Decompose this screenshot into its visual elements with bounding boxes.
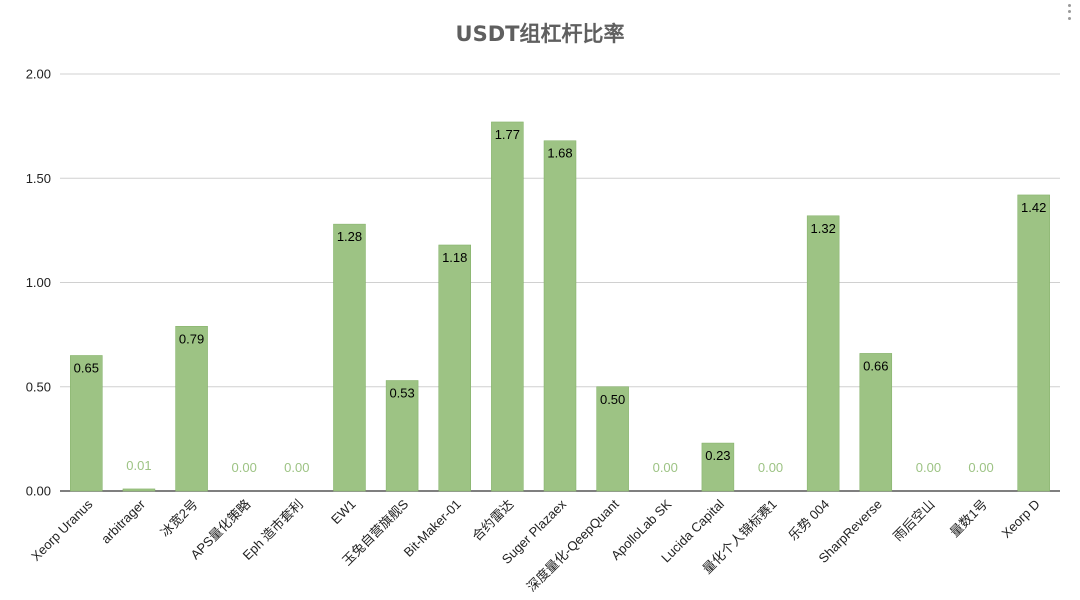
- data-label: 0.00: [653, 460, 678, 475]
- x-tick-label: 乐势 004: [785, 497, 832, 544]
- data-label: 1.32: [811, 221, 836, 236]
- x-tick-label: 深度量化-QeepQuant: [524, 496, 622, 594]
- data-label: 0.00: [968, 460, 993, 475]
- data-labels: 0.65 0.01 0.79 0.00 0.00 1.28 0.53 1.18 1.77 1.68…: [74, 127, 1047, 475]
- y-tick-label: 0.50: [26, 379, 51, 394]
- x-tick-label: 合约雷达: [469, 497, 516, 544]
- bar[interactable]: [491, 121, 524, 492]
- data-label: 0.00: [758, 460, 783, 475]
- data-label: 0.50: [600, 392, 625, 407]
- data-label: 1.77: [495, 127, 520, 142]
- bar[interactable]: [1017, 194, 1050, 492]
- bar[interactable]: [701, 442, 735, 492]
- data-label: 1.28: [337, 229, 362, 244]
- x-tick-label: 冰宽2号: [157, 497, 200, 540]
- x-tick-label: 量数1号: [947, 497, 990, 540]
- data-label: 0.66: [863, 358, 888, 373]
- x-tick-label: EW1: [328, 497, 359, 528]
- x-tick-label: Bit-Maker-01: [401, 497, 464, 560]
- bar[interactable]: [596, 386, 629, 492]
- bar[interactable]: [385, 380, 419, 492]
- bar[interactable]: [122, 488, 156, 492]
- x-tick-label: Xeorp Uranus: [28, 496, 96, 564]
- data-label: 0.79: [179, 331, 204, 346]
- bar[interactable]: [70, 355, 103, 492]
- x-tick-label: 雨后空山: [890, 497, 937, 544]
- data-label: 1.68: [547, 146, 572, 161]
- bar[interactable]: [438, 244, 471, 492]
- y-tick-label: 1.00: [26, 275, 51, 290]
- data-label: 1.42: [1021, 200, 1046, 215]
- x-tick-label: Xeorp D: [998, 497, 1042, 541]
- data-label: 0.00: [284, 460, 309, 475]
- bars: [70, 121, 1050, 492]
- y-tick-label: 1.50: [26, 171, 51, 186]
- bar[interactable]: [859, 353, 893, 492]
- data-label: 0.65: [74, 360, 99, 375]
- y-axis-ticks: 0.00 0.50 1.00 1.50 2.00: [26, 67, 51, 499]
- data-label: 1.18: [442, 250, 467, 265]
- bar[interactable]: [175, 326, 208, 492]
- bar[interactable]: [806, 215, 840, 492]
- chart-title: USDT组杠杆比率: [455, 22, 625, 46]
- data-label: 0.00: [232, 460, 257, 475]
- data-label: 0.00: [916, 460, 941, 475]
- more-vert-icon[interactable]: [1064, 2, 1074, 22]
- bar[interactable]: [333, 223, 366, 492]
- x-tick-label: arbitrager: [98, 496, 148, 546]
- bar[interactable]: [543, 140, 577, 492]
- data-label: 0.23: [705, 448, 730, 463]
- y-tick-label: 0.00: [26, 484, 51, 499]
- data-label: 0.53: [389, 385, 414, 400]
- y-tick-label: 2.00: [26, 67, 51, 82]
- data-label: 0.01: [126, 458, 151, 473]
